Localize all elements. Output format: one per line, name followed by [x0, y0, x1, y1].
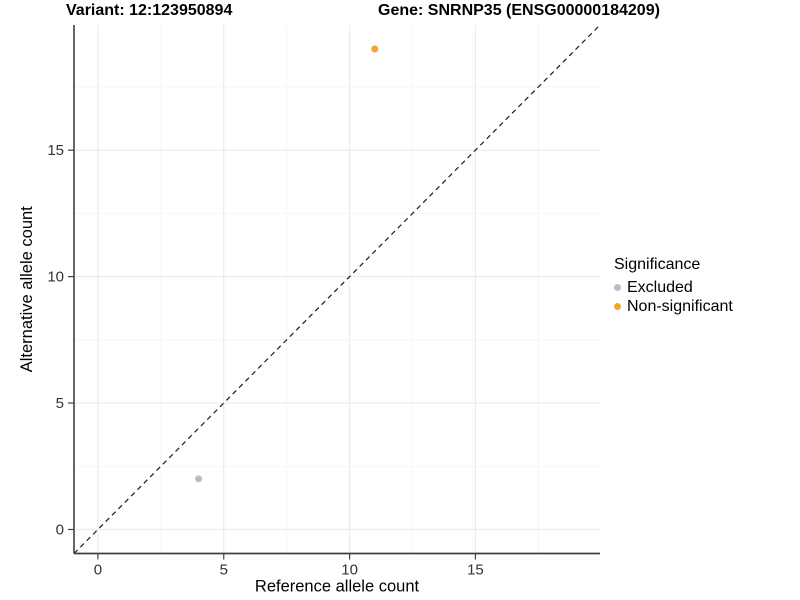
- legend-item-excluded: Excluded: [614, 278, 733, 297]
- legend-title: Significance: [614, 256, 701, 273]
- major-gridlines: [74, 25, 600, 554]
- x-axis-label: Reference allele count: [255, 578, 420, 596]
- data-point-excluded: [195, 475, 203, 483]
- x-tick-label: 0: [94, 562, 102, 579]
- x-tick-label: 15: [467, 562, 484, 579]
- x-tick-label: 10: [341, 562, 358, 579]
- minor-gridlines: [74, 25, 600, 554]
- legend-dot-icon: [614, 303, 621, 310]
- gene-title: Gene: SNRNP35 (ENSG00000184209): [378, 2, 660, 19]
- variant-title: Variant: 12:123950894: [66, 2, 233, 19]
- legend-dot-icon: [614, 284, 621, 291]
- y-tick-label: 10: [47, 269, 64, 286]
- data-point-non-significant: [371, 45, 379, 53]
- y-tick-label: 5: [56, 395, 64, 412]
- legend-item-label: Non-significant: [627, 297, 733, 315]
- identity-line: [73, 24, 601, 554]
- legend-items: Excluded Non-significant: [614, 278, 733, 316]
- y-tick-label: 15: [47, 142, 64, 159]
- x-tick-label: 5: [220, 562, 228, 579]
- y-axis-label: Alternative allele count: [18, 206, 36, 372]
- y-tick-label: 0: [56, 521, 64, 538]
- legend-item-label: Excluded: [627, 278, 693, 296]
- tick-labels: 0 5 10 15 0 5 10 15: [47, 142, 483, 578]
- legend: Significance Excluded Non-significant: [614, 256, 733, 316]
- data-points: [195, 45, 379, 483]
- legend-item-non-significant: Non-significant: [614, 297, 733, 316]
- axis-lines: [73, 25, 600, 555]
- tick-marks: [68, 149, 477, 560]
